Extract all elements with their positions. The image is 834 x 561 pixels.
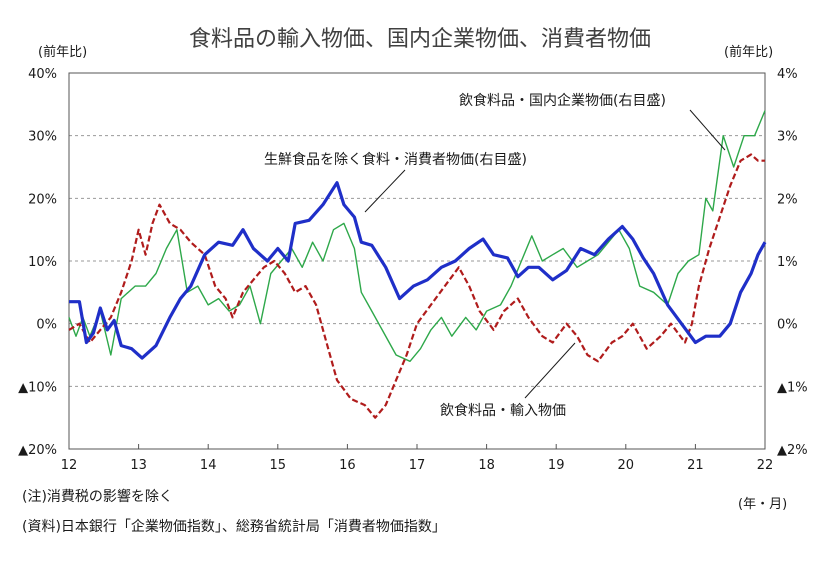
y-tick-right: 1%: [777, 255, 798, 270]
footnote: (注)消費税の影響を除く: [22, 489, 173, 505]
series-line-domestic-price: [68, 110, 766, 362]
x-axis-unit: (年・月): [738, 497, 787, 512]
y-tick-right: 2%: [777, 192, 798, 207]
y-tick-left: ▲10%: [18, 380, 57, 395]
x-tick: 14: [200, 458, 217, 473]
annotation-cpi: 生鮮食品を除く食料・消費者物価(右目盛): [264, 151, 527, 168]
series-lines: [68, 110, 767, 419]
annotation-leader-cpi: [364, 169, 406, 213]
annotations: 飲食料品・国内企業物価(右目盛) 生鮮食品を除く食料・消費者物価(右目盛) 飲食…: [264, 92, 726, 419]
y-tick-left: 20%: [28, 192, 57, 207]
y-tick-right: 3%: [777, 130, 798, 145]
chart-title: 食料品の輸入物価、国内企業物価、消費者物価: [189, 27, 651, 52]
y-tick-left: ▲20%: [18, 443, 57, 458]
x-tick: 22: [757, 458, 774, 473]
y-tick-left: 40%: [28, 67, 57, 82]
series-line-import-price: [69, 181, 767, 360]
x-tick: 20: [618, 458, 635, 473]
y-tick-right: 4%: [777, 67, 798, 82]
axis-ticks: 40% 30% 20% 10% 0% ▲10% ▲20% 4% 3% 2% 1% 0% ▲1% ▲2% 12…: [18, 67, 808, 473]
annotation-leader-import: [524, 342, 576, 399]
annotation-domestic: 飲食料品・国内企業物価(右目盛): [459, 92, 666, 109]
left-axis-unit: (前年比): [38, 44, 87, 60]
x-tick: 19: [548, 458, 565, 473]
x-tick: 15: [270, 458, 287, 473]
y-tick-right: ▲1%: [777, 380, 808, 395]
grid: [69, 135, 765, 387]
y-tick-right: ▲2%: [777, 443, 808, 458]
series-line-cpi-food: [68, 153, 765, 419]
y-tick-left: 10%: [28, 255, 57, 270]
x-tick: 18: [478, 458, 495, 473]
x-tick: 12: [61, 458, 78, 473]
x-tick: 17: [409, 458, 426, 473]
annotation-leader-domestic: [689, 109, 726, 151]
x-tick: 13: [130, 458, 147, 473]
y-tick-right: 0%: [777, 318, 798, 333]
x-tick: 21: [687, 458, 704, 473]
annotation-import: 飲食料品・輸入物価: [440, 402, 566, 419]
right-axis-unit: (前年比): [724, 44, 773, 60]
y-tick-left: 30%: [28, 130, 57, 145]
x-tick: 16: [339, 458, 356, 473]
source-note: (資料)日本銀行「企業物価指数」、総務省統計局「消費者物価指数」: [22, 519, 446, 535]
y-tick-left: 0%: [36, 318, 57, 333]
